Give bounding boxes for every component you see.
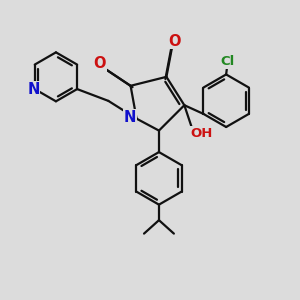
Text: O: O [93, 56, 106, 71]
Text: N: N [124, 110, 136, 125]
Text: O: O [168, 34, 181, 49]
Text: N: N [27, 82, 40, 97]
Text: Cl: Cl [220, 56, 234, 68]
Text: OH: OH [190, 127, 213, 140]
